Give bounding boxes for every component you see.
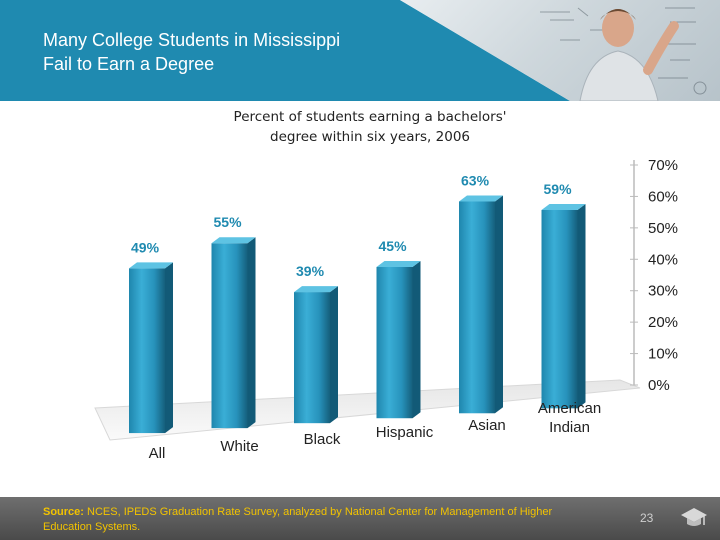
bar-side bbox=[495, 195, 503, 414]
bar-top bbox=[459, 195, 503, 202]
data-label: 59% bbox=[544, 181, 573, 197]
y-tick-label: 40% bbox=[648, 251, 678, 268]
bar bbox=[294, 292, 330, 424]
bar bbox=[541, 209, 578, 409]
bar-side bbox=[577, 203, 586, 409]
y-axis-ticks: 0% 10% 20% 30% 40% 50% 60% 70% bbox=[630, 157, 678, 394]
y-tick-label: 70% bbox=[648, 157, 678, 174]
y-tick-label: 30% bbox=[648, 283, 678, 300]
category-label: Asian bbox=[468, 417, 506, 434]
value-labels: 49% 55% 39% 45% 63% 59% bbox=[131, 172, 572, 279]
source-prefix: Source: bbox=[43, 506, 84, 518]
chart-title-line2: degree within six years, 2006 bbox=[270, 129, 470, 145]
bar-side bbox=[165, 262, 173, 434]
bar-top bbox=[294, 286, 338, 293]
bar-chart: 0% 10% 20% 30% 40% 50% 60% 70% 49% 55% 39% 45% 63% 5… bbox=[94, 157, 678, 462]
bar bbox=[459, 201, 495, 414]
bar bbox=[211, 243, 248, 429]
y-tick-label: 0% bbox=[648, 377, 670, 394]
bar bbox=[129, 268, 165, 434]
category-label: Black bbox=[304, 431, 341, 448]
chart-title-line1: Percent of students earning a bachelors' bbox=[233, 109, 507, 125]
graduation-cap-icon bbox=[681, 508, 707, 526]
category-label: American bbox=[538, 400, 601, 417]
footer-bar: Source: NCES, IPEDS Graduation Rate Surv… bbox=[0, 497, 720, 540]
chart-title: Percent of students earning a bachelors'… bbox=[180, 107, 560, 147]
bar-top bbox=[376, 260, 421, 267]
bar-top bbox=[211, 237, 256, 244]
bar bbox=[376, 266, 413, 419]
y-tick-label: 10% bbox=[648, 346, 678, 363]
data-label: 55% bbox=[214, 214, 243, 230]
slide-title-line1: Many College Students in Mississippi bbox=[43, 30, 341, 50]
bar-top bbox=[541, 203, 586, 210]
category-label: All bbox=[149, 445, 166, 462]
category-label: Hispanic bbox=[376, 424, 434, 441]
category-label: Indian bbox=[549, 419, 590, 436]
y-tick-label: 20% bbox=[648, 314, 678, 331]
page-number: 23 bbox=[640, 511, 654, 525]
slide-title-line2: Fail to Earn a Degree bbox=[43, 54, 215, 74]
bars bbox=[129, 195, 586, 434]
bar-side bbox=[247, 237, 256, 429]
data-label: 39% bbox=[296, 263, 325, 279]
data-label: 49% bbox=[131, 239, 160, 255]
data-label: 63% bbox=[461, 172, 490, 188]
data-label: 45% bbox=[379, 238, 408, 254]
bar-top bbox=[129, 262, 173, 269]
category-label: White bbox=[220, 438, 258, 455]
source-text: NCES, IPEDS Graduation Rate Survey, anal… bbox=[43, 506, 553, 533]
bar-side bbox=[412, 260, 421, 419]
y-tick-label: 50% bbox=[648, 220, 678, 237]
category-labels: All White Black Hispanic Asian American Indian bbox=[149, 400, 602, 462]
bar-side bbox=[330, 286, 338, 424]
y-tick-label: 60% bbox=[648, 188, 678, 205]
chalkboard-illustration bbox=[540, 7, 707, 101]
source-note: Source: NCES, IPEDS Graduation Rate Surv… bbox=[43, 505, 583, 535]
header-photo bbox=[400, 0, 720, 101]
header-banner: Many College Students in Mississippi Fai… bbox=[0, 0, 720, 101]
slide-title: Many College Students in Mississippi Fai… bbox=[43, 28, 340, 76]
